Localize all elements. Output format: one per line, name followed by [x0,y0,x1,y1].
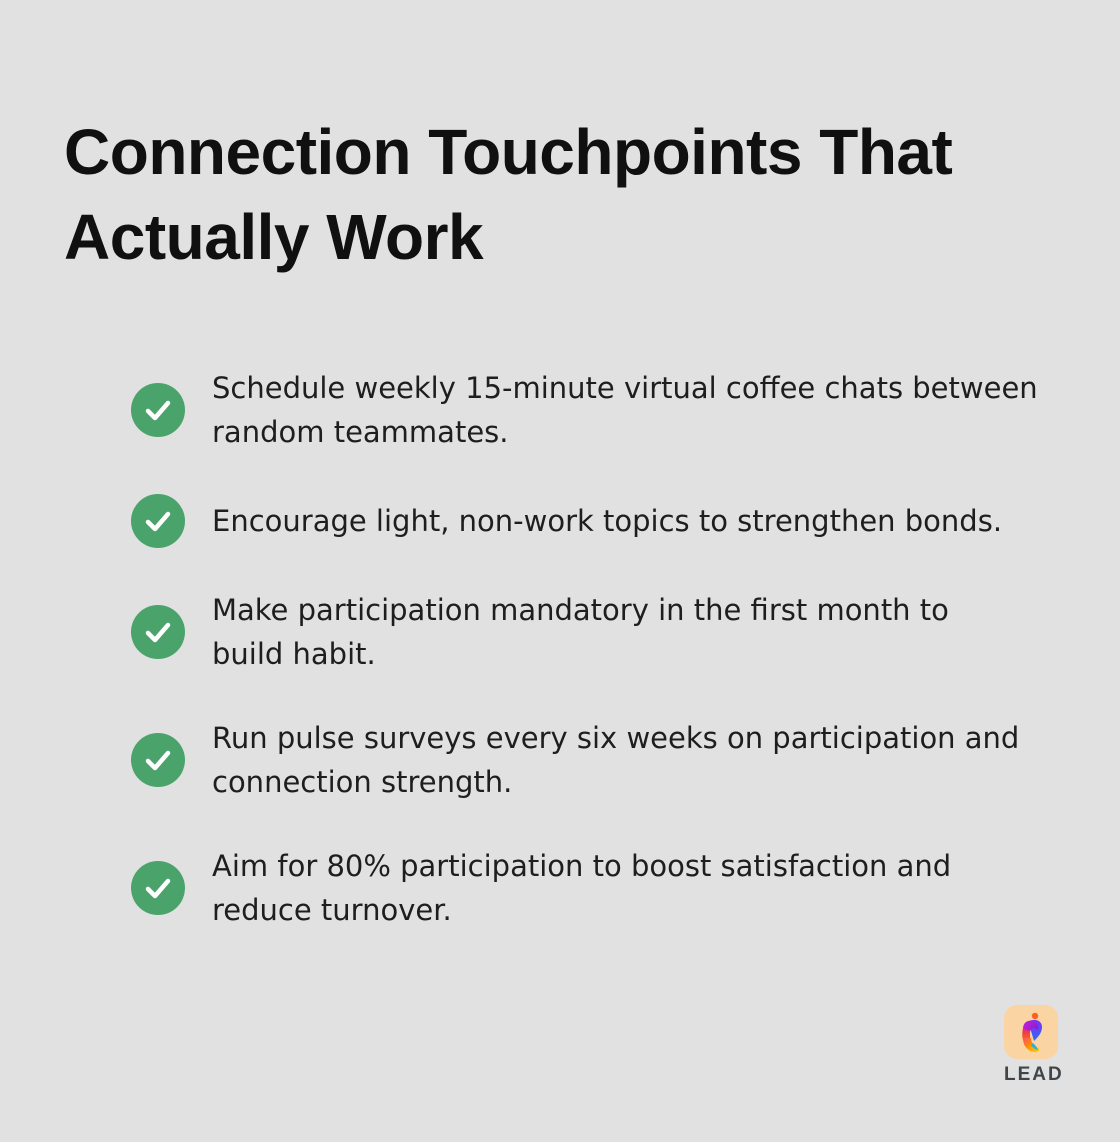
lead-logo-label: LEAD [1004,1064,1064,1085]
checklist-item-text: Make participation mandatory in the firs… [212,593,949,671]
check-icon [131,605,185,659]
checklist: Schedule weekly 15-minute virtual coffee… [131,366,1061,932]
checklist-item-text: Encourage light, non-work topics to stre… [212,504,1003,538]
checklist-item: Run pulse surveys every six weeks on par… [131,716,1061,804]
checklist-item: Make participation mandatory in the firs… [131,588,1061,676]
check-icon [131,383,185,437]
checklist-item-text: Run pulse surveys every six weeks on par… [212,721,1020,799]
lead-logo: LEAD [1004,1005,1064,1086]
check-icon [131,494,185,548]
checklist-item-text: Schedule weekly 15-minute virtual coffee… [212,371,1038,449]
checklist-item-text: Aim for 80% participation to boost satis… [212,849,952,927]
checklist-item: Schedule weekly 15-minute virtual coffee… [131,366,1061,454]
checklist-item: Encourage light, non-work topics to stre… [131,494,1061,548]
check-icon [131,861,185,915]
lead-logo-icon [1022,1012,1042,1052]
page-title: Connection Touchpoints That Actually Wor… [64,116,953,273]
check-icon [131,733,185,787]
checklist-item: Aim for 80% participation to boost satis… [131,844,1061,932]
lead-logo-badge [1004,1005,1058,1059]
